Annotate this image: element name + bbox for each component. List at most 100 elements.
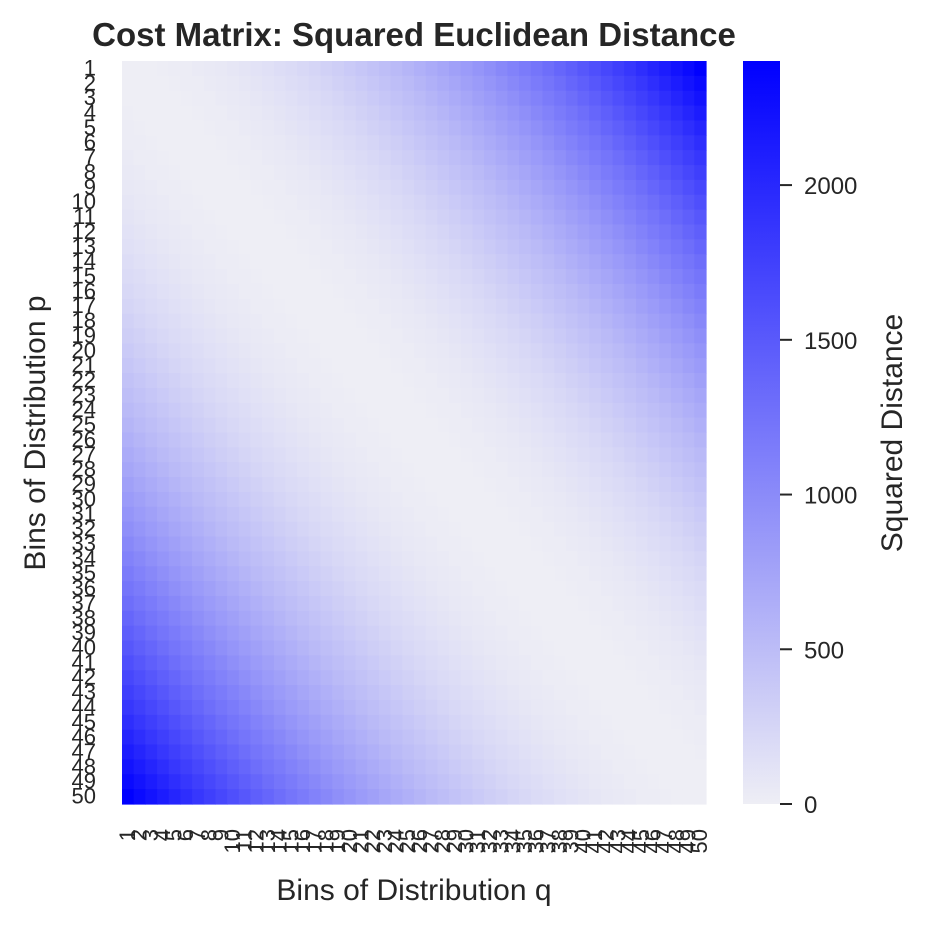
- heatmap-cell: [647, 566, 660, 582]
- heatmap-cell: [624, 298, 637, 315]
- heatmap-cell: [355, 610, 368, 627]
- heatmap-cell: [343, 120, 357, 136]
- heatmap-cell: [437, 432, 450, 448]
- heatmap-cell: [682, 283, 695, 300]
- heatmap-cell: [449, 506, 462, 523]
- heatmap-cell: [285, 506, 298, 523]
- heatmap-cell: [425, 685, 438, 701]
- heatmap-cell: [168, 120, 181, 136]
- heatmap-cell: [332, 462, 345, 478]
- heatmap-cell: [530, 477, 544, 493]
- heatmap-cell: [624, 90, 637, 107]
- heatmap-cell: [542, 209, 555, 226]
- heatmap-cell: [530, 283, 544, 300]
- colorbar-tick-label: 500: [804, 637, 844, 664]
- heatmap-cell: [414, 536, 427, 552]
- heatmap-cell: [203, 506, 217, 523]
- heatmap-cell: [250, 269, 263, 285]
- heatmap-cell: [390, 536, 403, 552]
- heatmap-cell: [554, 759, 567, 775]
- heatmap-cell: [308, 179, 322, 196]
- heatmap-cell: [647, 447, 660, 463]
- heatmap-cell: [215, 135, 228, 151]
- heatmap-cell: [308, 670, 322, 686]
- heatmap-cell: [297, 313, 310, 330]
- heatmap-cell: [460, 150, 473, 166]
- heatmap-cell: [682, 432, 695, 448]
- heatmap-cell: [659, 699, 672, 716]
- x-tick-label: 26: [407, 829, 432, 853]
- heatmap-cell: [332, 328, 345, 344]
- heatmap-cell: [530, 165, 544, 181]
- heatmap-cell: [554, 699, 567, 716]
- heatmap-cell: [624, 640, 637, 656]
- heatmap-cell: [402, 744, 415, 761]
- heatmap-cell: [285, 313, 298, 330]
- heatmap-cell: [542, 744, 555, 761]
- heatmap-cell: [122, 610, 135, 627]
- heatmap-cell: [343, 90, 357, 107]
- heatmap-cell: [367, 462, 380, 478]
- heatmap-cell: [449, 283, 462, 300]
- heatmap-cell: [122, 298, 135, 315]
- heatmap-cell: [273, 566, 287, 582]
- heatmap-cell: [437, 595, 450, 612]
- heatmap-cell: [168, 135, 181, 151]
- heatmap-cell: [414, 789, 427, 805]
- heatmap-cell: [554, 477, 567, 493]
- heatmap-cell: [180, 417, 193, 434]
- heatmap-cell: [484, 640, 497, 656]
- heatmap-cell: [157, 179, 170, 196]
- heatmap-cell: [670, 447, 684, 463]
- heatmap-cell: [297, 328, 310, 344]
- heatmap-cell: [635, 640, 649, 656]
- heatmap-cell: [659, 165, 672, 181]
- heatmap-cell: [355, 699, 368, 716]
- heatmap-cell: [647, 165, 660, 181]
- heatmap-cell: [542, 551, 555, 567]
- y-tick-label: 30: [72, 486, 96, 511]
- heatmap-cell: [122, 640, 135, 656]
- heatmap-cell: [472, 61, 485, 77]
- heatmap-cell: [215, 699, 228, 716]
- heatmap-cell: [647, 179, 660, 196]
- heatmap-cell: [589, 313, 602, 330]
- heatmap-cell: [122, 432, 135, 448]
- heatmap-cell: [192, 254, 205, 270]
- heatmap-cell: [227, 581, 240, 597]
- heatmap-cell: [519, 462, 532, 478]
- heatmap-cell: [343, 551, 357, 567]
- heatmap-cell: [157, 447, 170, 463]
- heatmap-cell: [589, 298, 602, 315]
- heatmap-cell: [157, 774, 170, 790]
- heatmap-cell: [355, 269, 368, 285]
- heatmap-cell: [402, 581, 415, 597]
- heatmap-cell: [425, 551, 438, 567]
- y-tick-label: 13: [72, 234, 96, 259]
- heatmap-cell: [647, 789, 660, 805]
- heatmap-cell: [507, 105, 520, 122]
- heatmap-cell: [238, 477, 252, 493]
- heatmap-cell: [367, 744, 380, 761]
- heatmap-cell: [460, 373, 473, 389]
- heatmap-cell: [414, 581, 427, 597]
- heatmap-cell: [460, 581, 473, 597]
- heatmap-cell: [285, 491, 298, 508]
- heatmap-cell: [203, 640, 217, 656]
- heatmap-cell: [168, 387, 181, 404]
- heatmap-cell: [554, 283, 567, 300]
- heatmap-cell: [168, 224, 181, 240]
- heatmap-cell: [507, 595, 520, 612]
- heatmap-cell: [484, 625, 497, 642]
- heatmap-cell: [297, 387, 310, 404]
- heatmap-cell: [647, 269, 660, 285]
- heatmap-cell: [449, 432, 462, 448]
- heatmap-cell: [600, 670, 614, 686]
- heatmap-cell: [530, 744, 544, 761]
- heatmap-cell: [390, 150, 403, 166]
- heatmap-cell: [589, 75, 602, 92]
- heatmap-cell: [507, 358, 520, 374]
- heatmap-cell: [367, 595, 380, 612]
- heatmap-cell: [635, 313, 649, 330]
- heatmap-cell: [659, 179, 672, 196]
